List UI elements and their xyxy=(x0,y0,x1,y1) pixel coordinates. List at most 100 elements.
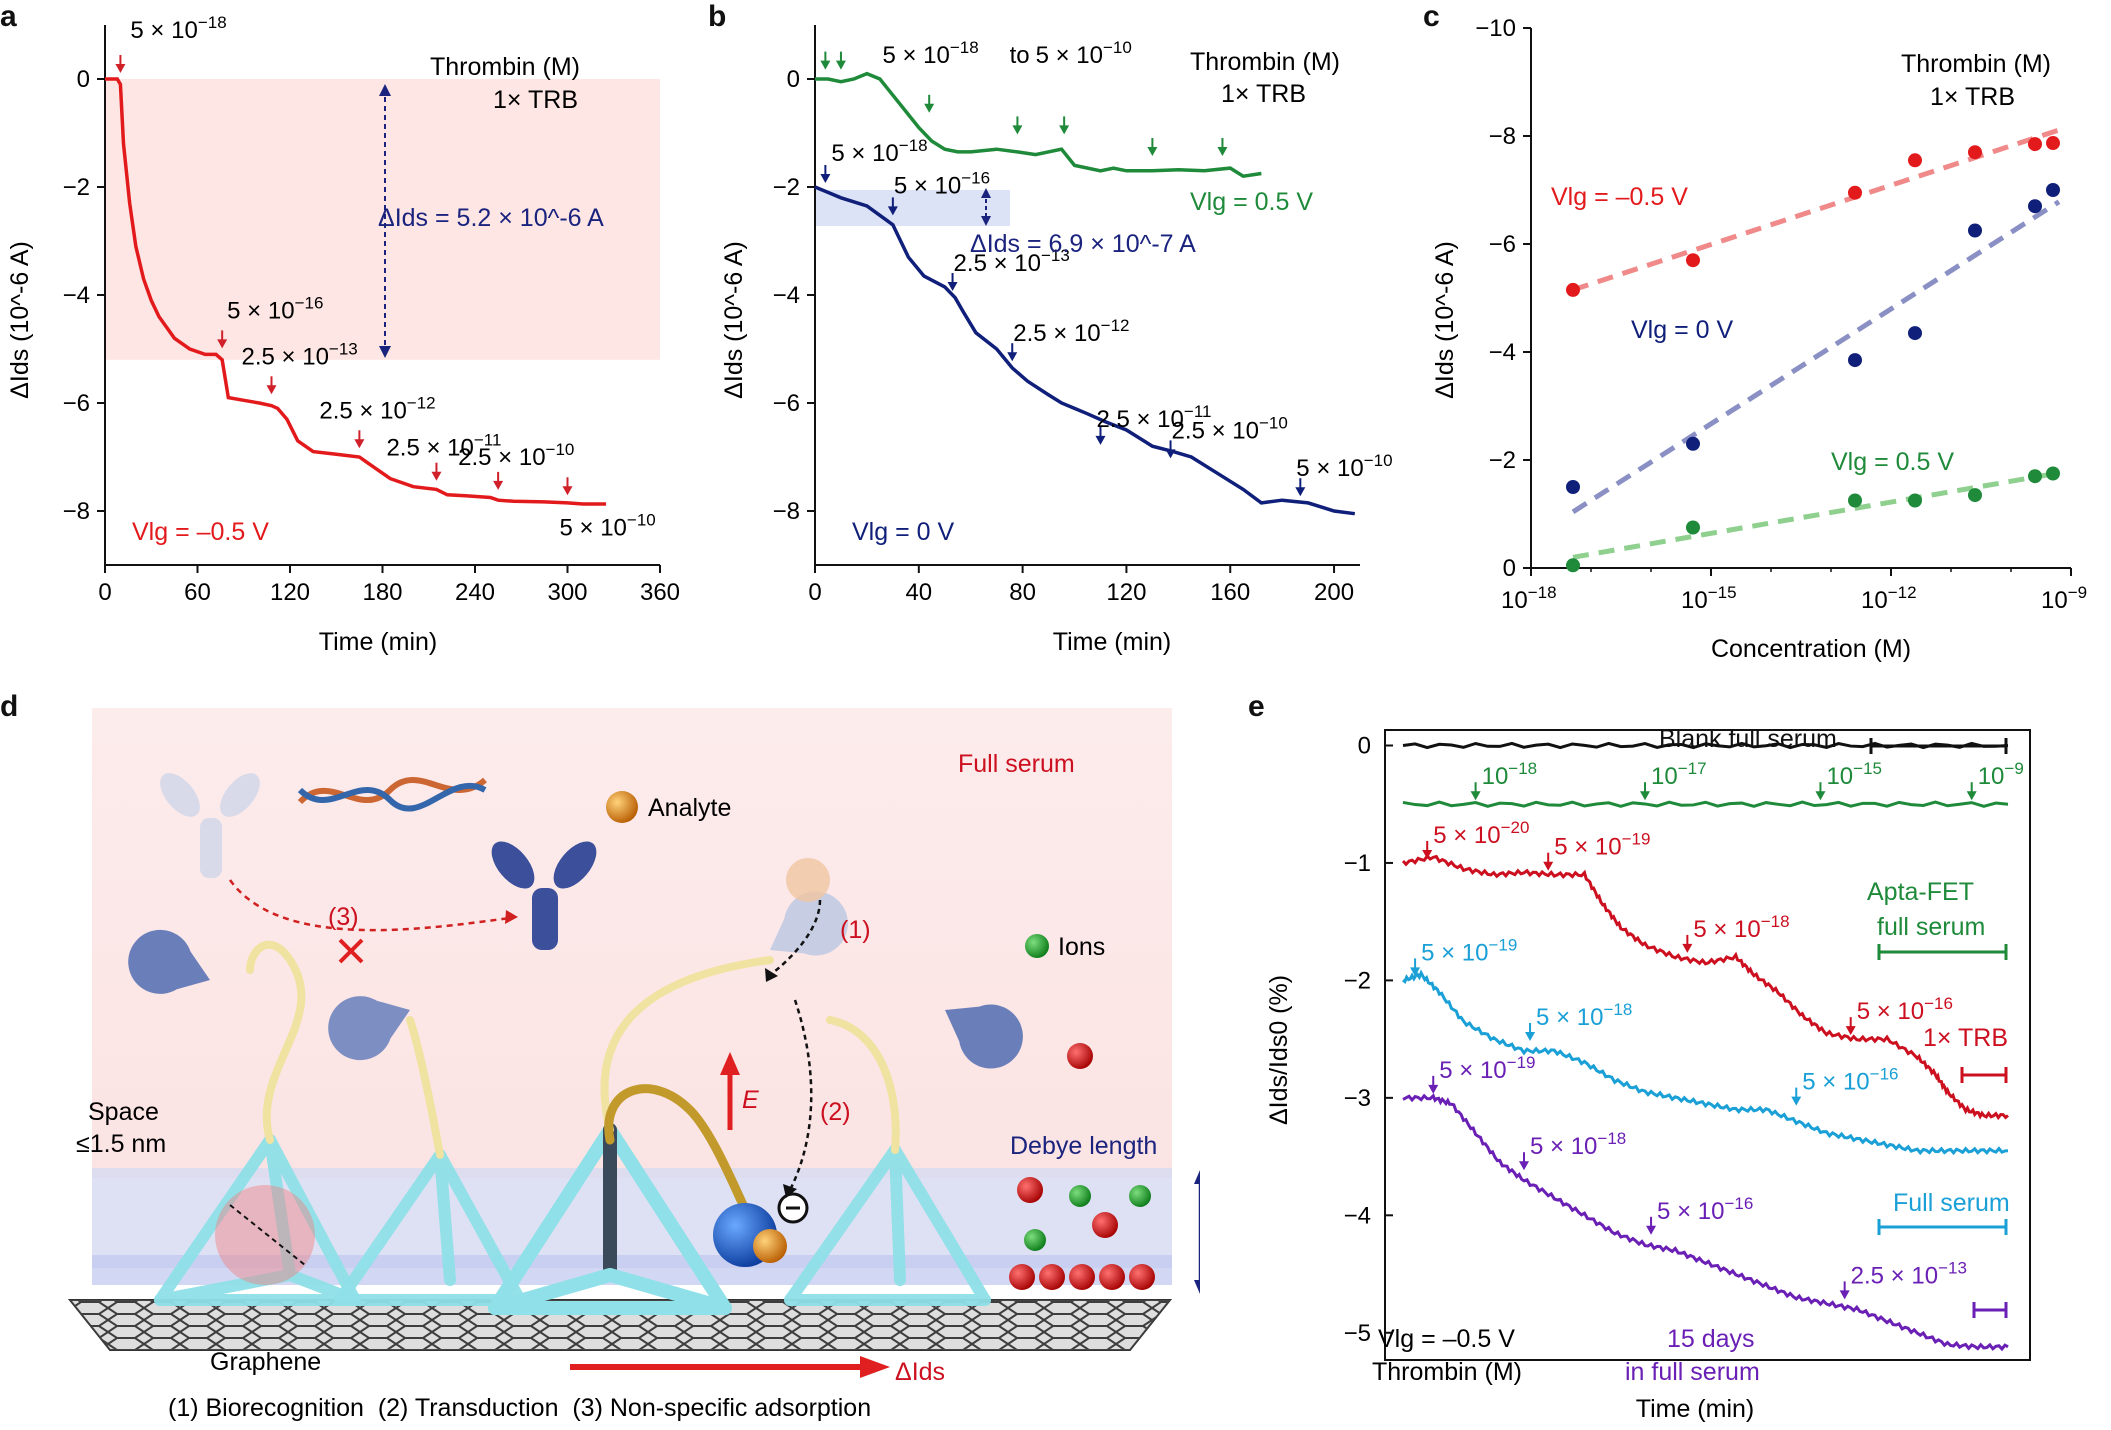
annotation-arrow-b-blue-head xyxy=(1007,352,1018,362)
annotation-e: 5 × 10−18 xyxy=(1536,1000,1632,1031)
shaded-band-a xyxy=(105,79,660,360)
x-tick-label-c: 10−9 xyxy=(2041,583,2087,614)
annotation-a: 5 × 10−18 xyxy=(130,13,226,44)
data-point-c xyxy=(2028,469,2042,484)
antibody-icon xyxy=(491,841,597,950)
chart-b-subtitle: 1× TRB xyxy=(1221,80,1306,108)
arrow-1 xyxy=(769,899,822,976)
annotation-arrow-e-head xyxy=(1682,943,1693,953)
analyte-legend-icon xyxy=(606,791,638,823)
y-tick-label-c: 0 xyxy=(1503,555,1516,582)
series-line-e-2 xyxy=(1401,853,2009,1121)
y-tick-label-c: −6 xyxy=(1489,231,1516,258)
annotation-b-blue: 5 × 10−16 xyxy=(894,168,990,199)
annotation-arrow-e-head xyxy=(1791,1096,1802,1106)
tetrahedron-3 xyxy=(488,1123,732,1315)
data-point-c xyxy=(2046,466,2060,481)
panel-label-d: d xyxy=(0,690,19,723)
annotation-a: 2.5 × 10−13 xyxy=(242,339,358,370)
analyte-label: Analyte xyxy=(648,794,731,822)
chart-e-xlabel: Time (min) xyxy=(1636,1395,1755,1423)
series-lines-e xyxy=(1401,741,2009,1352)
annotation-b-blue: 5 × 10−10 xyxy=(1296,451,1392,482)
annotation-arrow-b-blue-head xyxy=(947,282,958,291)
annotation-arrow-e-head xyxy=(1470,791,1481,801)
chart-a-subtitle: 1× TRB xyxy=(493,86,578,114)
ions-cluster xyxy=(1009,1043,1155,1290)
annotation-arrow-e-head xyxy=(1525,1032,1536,1041)
data-point-c xyxy=(1686,436,1700,451)
unit-label-e: Thrombin (M) xyxy=(1372,1358,1522,1386)
x-tick-label-a: 180 xyxy=(362,579,402,606)
y-tick-label-a: −4 xyxy=(63,282,90,309)
chart-b-ylabel: ΔIds (10^-6 A) xyxy=(720,241,748,399)
annotation-arrow-b-blue-head xyxy=(1095,435,1106,445)
panel-label-b: b xyxy=(708,0,727,33)
annotation-arrow-e-head xyxy=(1410,967,1421,977)
ion-legend-icon xyxy=(1025,934,1049,958)
annotation-b-blue: 2.5 × 10−11 xyxy=(1096,402,1211,433)
x-tick-label-b: 0 xyxy=(808,579,821,606)
chart-c-xlabel: Concentration (M) xyxy=(1711,635,1911,663)
annotation-b-green-from: 5 × 10−18 xyxy=(882,38,978,69)
series-line-a xyxy=(105,77,607,506)
aptamer-2 xyxy=(328,996,410,1061)
data-point-c xyxy=(2028,199,2042,214)
axes-c: 10−18 10−15 10−12 10−9 −10 −8 −6 −4 −2 0 xyxy=(1475,15,2087,614)
annotation-a: 5 × 10−10 xyxy=(560,510,656,541)
data-point-c xyxy=(1848,493,1862,508)
y-tick-label-e: −4 xyxy=(1344,1202,1371,1229)
annotation-arrow-e-head xyxy=(1422,849,1433,859)
annotation-e: 5 × 10−16 xyxy=(1802,1065,1898,1096)
annotation-e: 10−15 xyxy=(1826,759,1882,790)
annotation-arrow-b-blue-head xyxy=(1295,487,1306,497)
annotation-e: 5 × 10−16 xyxy=(1657,1194,1753,1225)
data-point-c xyxy=(1908,493,1922,508)
y-tick-label-e: −5 xyxy=(1344,1320,1371,1347)
series-label-c-red: Vlg = –0.5 V xyxy=(1551,183,1688,211)
data-point-c xyxy=(1968,145,1982,160)
annotation-a: 2.5 × 10−10 xyxy=(458,440,574,471)
x-tick-label-a: 300 xyxy=(547,579,587,606)
legend-days-2: in full serum xyxy=(1625,1358,1760,1386)
delta-ids-label: ΔIds xyxy=(895,1358,945,1386)
y-tick-label-b: −4 xyxy=(773,282,800,309)
annotations-e: 10−18 10−17 10−15 10−95 × 10−205 × 10−195 ×… xyxy=(1410,759,2024,1300)
y-tick-label-c: −10 xyxy=(1475,15,1516,42)
linker-1 xyxy=(246,940,306,1144)
series-line-b-0 xyxy=(815,71,1262,179)
analyte-faded xyxy=(786,858,830,902)
chart-a-title: Thrombin (M) xyxy=(430,53,580,81)
data-point-c xyxy=(1968,488,1982,503)
y-tick-label-b: −8 xyxy=(773,498,800,525)
data-point-c xyxy=(2028,137,2042,152)
annotation-arrow-b-blue-head xyxy=(820,174,831,183)
ions-label: Ions xyxy=(1058,933,1105,961)
axes-a: 0 60 120 180 240 300 360 0 −2 −4 −6 −8 xyxy=(63,25,680,606)
chart-e-ylabel: ΔIds/Ids0 (%) xyxy=(1265,975,1293,1125)
space-label-2: ≤1.5 nm xyxy=(76,1130,166,1158)
annotation-arrow-b-blue-head xyxy=(1165,449,1176,459)
series-line-e-0 xyxy=(1402,741,2009,750)
chart-c-subtitle: 1× TRB xyxy=(1930,83,2015,111)
annotation-b-green-end: 5 × 10−10 xyxy=(1036,38,1132,69)
delta-label-a: ΔIds = 5.2 × 10^-6 A xyxy=(378,204,604,232)
y-tick-label-b: −2 xyxy=(773,174,800,201)
annotation-e: 5 × 10−19 xyxy=(1554,830,1650,861)
chart-c-ylabel: ΔIds (10^-6 A) xyxy=(1431,241,1459,399)
aptamer-3 xyxy=(770,891,848,956)
space-circle xyxy=(215,1185,315,1285)
data-point-c xyxy=(1848,185,1862,200)
debye-label: Debye length xyxy=(1010,1132,1157,1160)
linker-2 xyxy=(406,1016,444,1159)
x-tick-label-b: 80 xyxy=(1009,579,1036,606)
annotation-arrow-a-head xyxy=(562,486,573,496)
space-label-1: Space xyxy=(88,1098,159,1126)
step-1-label: (1) xyxy=(840,916,871,944)
step-2-label: (2) xyxy=(820,1098,851,1126)
annotations-b: 5 × 10−18 to 5 × 10−105 × 10−185 × 10−162.… xyxy=(820,38,1393,497)
legend-serum: Full serum xyxy=(1893,1189,2010,1217)
y-tick-label-a: −8 xyxy=(63,498,90,525)
annotation-e: 10−17 xyxy=(1651,759,1707,790)
